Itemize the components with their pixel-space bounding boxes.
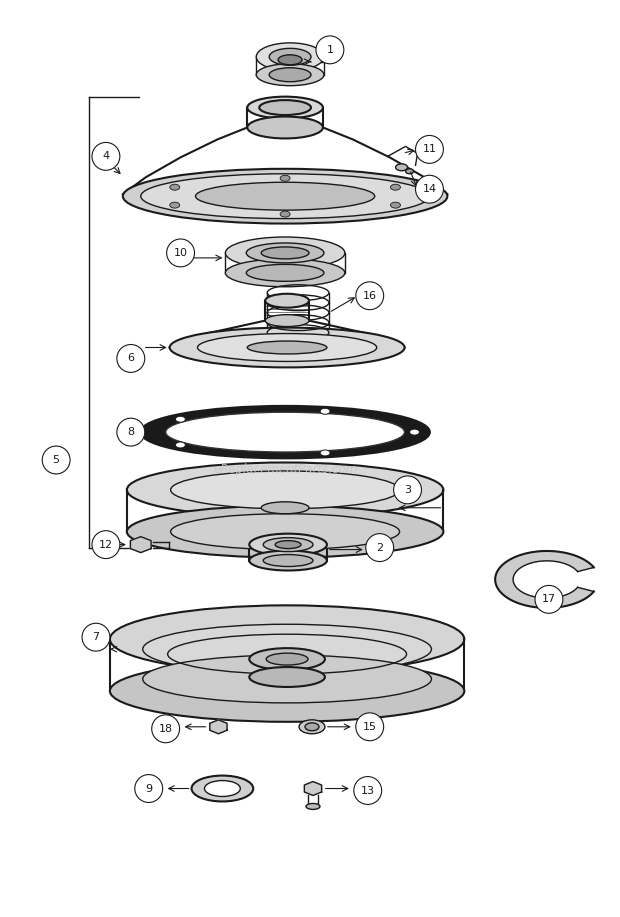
Circle shape (152, 715, 180, 743)
Circle shape (135, 775, 162, 802)
Circle shape (117, 418, 144, 446)
Ellipse shape (261, 247, 309, 259)
Ellipse shape (141, 406, 430, 458)
Ellipse shape (246, 264, 324, 282)
Ellipse shape (269, 68, 311, 82)
Circle shape (415, 136, 443, 163)
Circle shape (42, 446, 70, 474)
Ellipse shape (175, 442, 185, 448)
Ellipse shape (110, 660, 464, 722)
Text: 9: 9 (145, 783, 153, 793)
Text: 4: 4 (102, 151, 110, 161)
Ellipse shape (123, 169, 448, 224)
Ellipse shape (410, 429, 420, 435)
Ellipse shape (269, 49, 311, 65)
Ellipse shape (198, 334, 377, 361)
Ellipse shape (396, 164, 407, 171)
Ellipse shape (170, 514, 400, 549)
Circle shape (415, 175, 443, 204)
Ellipse shape (246, 243, 324, 263)
Text: 16: 16 (363, 291, 377, 301)
Text: 12: 12 (99, 539, 113, 549)
Circle shape (354, 777, 382, 804)
Ellipse shape (192, 776, 253, 801)
Ellipse shape (249, 534, 327, 556)
Ellipse shape (299, 720, 325, 734)
Text: 8: 8 (127, 427, 135, 437)
Ellipse shape (280, 211, 290, 217)
Ellipse shape (275, 541, 301, 548)
Polygon shape (495, 551, 594, 608)
Text: 13: 13 (361, 786, 374, 796)
Ellipse shape (261, 502, 309, 514)
Circle shape (356, 282, 384, 310)
Text: 2: 2 (376, 543, 383, 553)
Ellipse shape (170, 202, 180, 208)
Text: 11: 11 (422, 144, 436, 154)
Ellipse shape (247, 341, 327, 354)
Ellipse shape (247, 116, 323, 138)
Circle shape (316, 36, 344, 64)
Text: 18: 18 (159, 724, 173, 734)
Ellipse shape (143, 624, 432, 674)
Ellipse shape (256, 64, 324, 85)
Text: 5: 5 (53, 455, 60, 465)
Text: 17: 17 (542, 594, 556, 604)
Ellipse shape (205, 780, 241, 797)
Ellipse shape (247, 96, 323, 118)
Ellipse shape (127, 506, 443, 558)
Ellipse shape (249, 667, 325, 687)
Ellipse shape (391, 184, 401, 190)
Circle shape (82, 624, 110, 651)
Text: 3: 3 (404, 485, 411, 495)
Ellipse shape (166, 413, 405, 452)
Ellipse shape (320, 408, 330, 414)
Ellipse shape (170, 471, 400, 509)
Circle shape (394, 476, 422, 503)
Ellipse shape (170, 327, 405, 368)
Circle shape (92, 142, 120, 171)
Ellipse shape (249, 550, 327, 570)
Ellipse shape (249, 648, 325, 670)
Text: 6: 6 (127, 353, 135, 363)
Ellipse shape (265, 293, 309, 308)
Ellipse shape (320, 450, 330, 456)
Polygon shape (130, 536, 151, 553)
Text: 1: 1 (326, 45, 334, 55)
Ellipse shape (256, 43, 324, 71)
Circle shape (167, 239, 195, 267)
Ellipse shape (280, 175, 290, 182)
Ellipse shape (170, 184, 180, 190)
Ellipse shape (195, 182, 374, 210)
Ellipse shape (175, 416, 185, 422)
Text: eReplacementParts.com: eReplacementParts.com (213, 463, 357, 477)
Polygon shape (210, 720, 227, 734)
Ellipse shape (278, 55, 302, 65)
Ellipse shape (264, 537, 313, 552)
Text: 14: 14 (422, 184, 436, 194)
Ellipse shape (391, 202, 401, 208)
Ellipse shape (264, 555, 313, 567)
Ellipse shape (226, 259, 345, 287)
Ellipse shape (110, 605, 464, 673)
Circle shape (535, 585, 563, 613)
Polygon shape (304, 781, 322, 795)
Ellipse shape (226, 237, 345, 269)
Circle shape (356, 713, 384, 741)
Ellipse shape (143, 655, 432, 703)
Circle shape (366, 534, 394, 561)
Ellipse shape (266, 653, 308, 665)
Text: 10: 10 (174, 248, 188, 258)
Ellipse shape (305, 723, 319, 731)
Circle shape (117, 345, 144, 372)
Ellipse shape (405, 169, 414, 174)
Ellipse shape (259, 100, 311, 115)
Ellipse shape (127, 462, 443, 517)
Ellipse shape (265, 315, 309, 326)
Circle shape (92, 531, 120, 558)
Ellipse shape (141, 174, 430, 218)
Ellipse shape (306, 803, 320, 810)
Text: 15: 15 (363, 722, 377, 732)
Text: 7: 7 (92, 632, 100, 642)
